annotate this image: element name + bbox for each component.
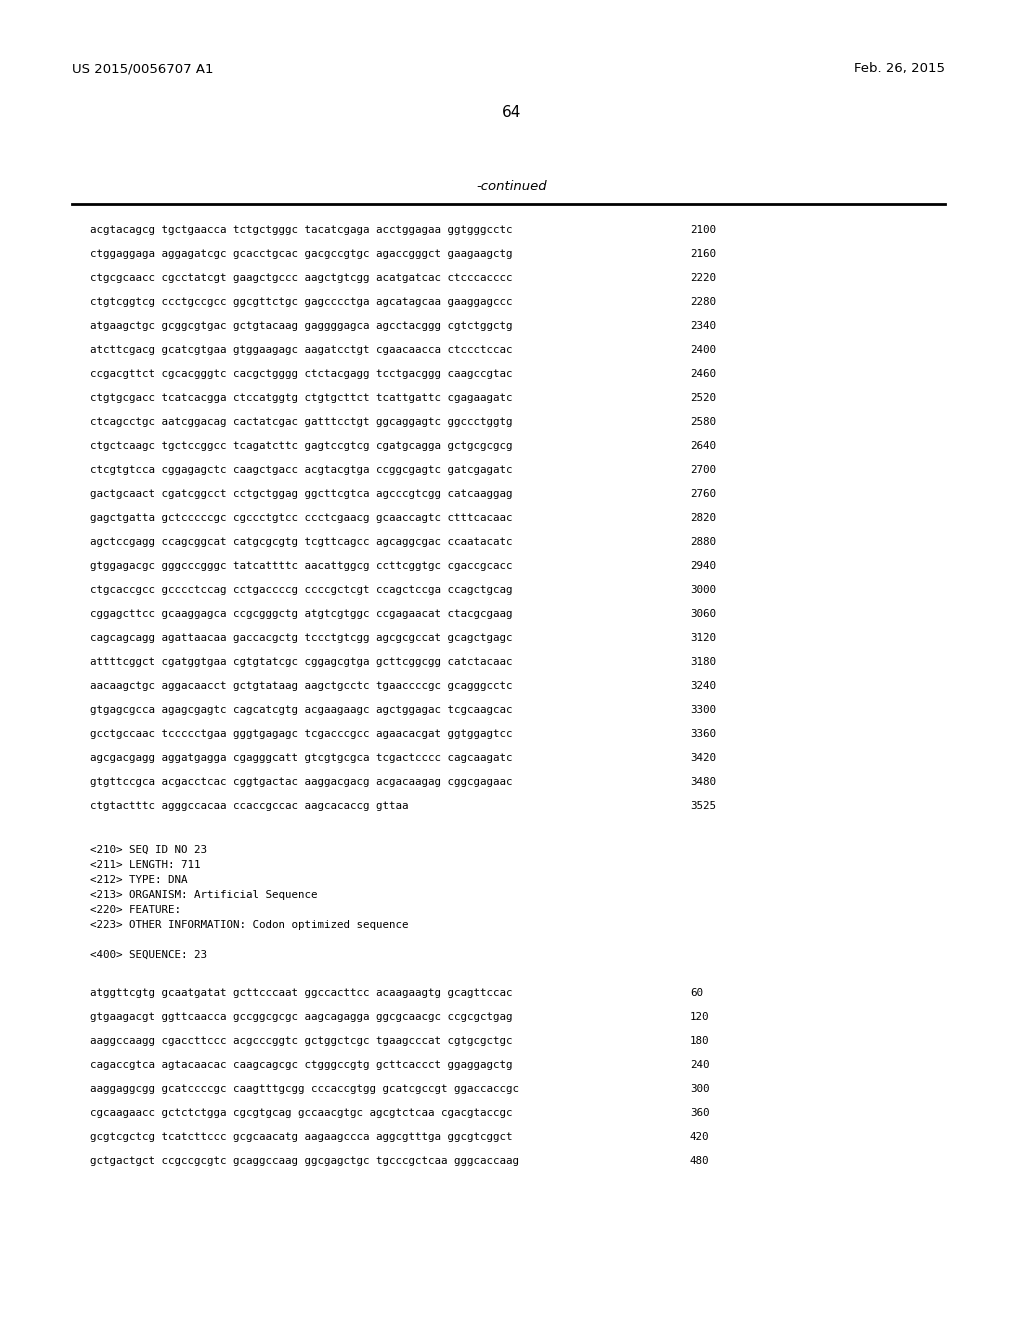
Text: 2460: 2460 <box>690 370 716 379</box>
Text: cagcagcagg agattaacaa gaccacgctg tccctgtcgg agcgcgccat gcagctgagc: cagcagcagg agattaacaa gaccacgctg tccctgt… <box>90 634 512 643</box>
Text: aaggaggcgg gcatccccgc caagtttgcgg cccaccgtgg gcatcgccgt ggaccaccgc: aaggaggcgg gcatccccgc caagtttgcgg cccacc… <box>90 1084 519 1094</box>
Text: 3000: 3000 <box>690 585 716 595</box>
Text: 3525: 3525 <box>690 801 716 810</box>
Text: 2100: 2100 <box>690 224 716 235</box>
Text: US 2015/0056707 A1: US 2015/0056707 A1 <box>72 62 213 75</box>
Text: 2700: 2700 <box>690 465 716 475</box>
Text: 2940: 2940 <box>690 561 716 572</box>
Text: ctgcaccgcc gcccctccag cctgaccccg ccccgctcgt ccagctccga ccagctgcag: ctgcaccgcc gcccctccag cctgaccccg ccccgct… <box>90 585 512 595</box>
Text: agcgacgagg aggatgagga cgagggcatt gtcgtgcgca tcgactcccc cagcaagatc: agcgacgagg aggatgagga cgagggcatt gtcgtgc… <box>90 752 512 763</box>
Text: gtggagacgc gggcccgggc tatcattttc aacattggcg ccttcggtgc cgaccgcacc: gtggagacgc gggcccgggc tatcattttc aacattg… <box>90 561 512 572</box>
Text: ctgtcggtcg ccctgccgcc ggcgttctgc gagcccctga agcatagcaa gaaggagccc: ctgtcggtcg ccctgccgcc ggcgttctgc gagcccc… <box>90 297 512 308</box>
Text: 3180: 3180 <box>690 657 716 667</box>
Text: cagaccgtca agtacaacac caagcagcgc ctgggccgtg gcttcaccct ggaggagctg: cagaccgtca agtacaacac caagcagcgc ctgggcc… <box>90 1060 512 1071</box>
Text: <212> TYPE: DNA: <212> TYPE: DNA <box>90 875 187 884</box>
Text: 3240: 3240 <box>690 681 716 690</box>
Text: 3300: 3300 <box>690 705 716 715</box>
Text: 420: 420 <box>690 1133 710 1142</box>
Text: aaggccaagg cgaccttccc acgcccggtc gctggctcgc tgaagcccat cgtgcgctgc: aaggccaagg cgaccttccc acgcccggtc gctggct… <box>90 1036 512 1045</box>
Text: 240: 240 <box>690 1060 710 1071</box>
Text: 480: 480 <box>690 1156 710 1166</box>
Text: gtgttccgca acgacctcac cggtgactac aaggacgacg acgacaagag cggcgagaac: gtgttccgca acgacctcac cggtgactac aaggacg… <box>90 777 512 787</box>
Text: cgcaagaacc gctctctgga cgcgtgcag gccaacgtgc agcgtctcaa cgacgtaccgc: cgcaagaacc gctctctgga cgcgtgcag gccaacgt… <box>90 1107 512 1118</box>
Text: 2340: 2340 <box>690 321 716 331</box>
Text: ctgctcaagc tgctccggcc tcagatcttc gagtccgtcg cgatgcagga gctgcgcgcg: ctgctcaagc tgctccggcc tcagatcttc gagtccg… <box>90 441 512 451</box>
Text: 3480: 3480 <box>690 777 716 787</box>
Text: Feb. 26, 2015: Feb. 26, 2015 <box>854 62 945 75</box>
Text: 2280: 2280 <box>690 297 716 308</box>
Text: 60: 60 <box>690 987 703 998</box>
Text: gcctgccaac tccccctgaa gggtgagagc tcgacccgcc agaacacgat ggtggagtcc: gcctgccaac tccccctgaa gggtgagagc tcgaccc… <box>90 729 512 739</box>
Text: <213> ORGANISM: Artificial Sequence: <213> ORGANISM: Artificial Sequence <box>90 890 317 900</box>
Text: ctgtactttc agggccacaa ccaccgccac aagcacaccg gttaa: ctgtactttc agggccacaa ccaccgccac aagcaca… <box>90 801 409 810</box>
Text: 180: 180 <box>690 1036 710 1045</box>
Text: cggagcttcc gcaaggagca ccgcgggctg atgtcgtggc ccgagaacat ctacgcgaag: cggagcttcc gcaaggagca ccgcgggctg atgtcgt… <box>90 609 512 619</box>
Text: agctccgagg ccagcggcat catgcgcgtg tcgttcagcc agcaggcgac ccaatacatc: agctccgagg ccagcggcat catgcgcgtg tcgttca… <box>90 537 512 546</box>
Text: ctcgtgtcca cggagagctc caagctgacc acgtacgtga ccggcgagtc gatcgagatc: ctcgtgtcca cggagagctc caagctgacc acgtacg… <box>90 465 512 475</box>
Text: 64: 64 <box>503 106 521 120</box>
Text: ctcagcctgc aatcggacag cactatcgac gatttcctgt ggcaggagtc ggccctggtg: ctcagcctgc aatcggacag cactatcgac gatttcc… <box>90 417 512 426</box>
Text: 120: 120 <box>690 1012 710 1022</box>
Text: 3060: 3060 <box>690 609 716 619</box>
Text: 2220: 2220 <box>690 273 716 282</box>
Text: gagctgatta gctcccccgc cgccctgtcc ccctcgaacg gcaaccagtc ctttcacaac: gagctgatta gctcccccgc cgccctgtcc ccctcga… <box>90 513 512 523</box>
Text: <220> FEATURE:: <220> FEATURE: <box>90 906 181 915</box>
Text: 2880: 2880 <box>690 537 716 546</box>
Text: <400> SEQUENCE: 23: <400> SEQUENCE: 23 <box>90 950 207 960</box>
Text: gtgaagacgt ggttcaacca gccggcgcgc aagcagagga ggcgcaacgc ccgcgctgag: gtgaagacgt ggttcaacca gccggcgcgc aagcaga… <box>90 1012 512 1022</box>
Text: ctgcgcaacc cgcctatcgt gaagctgccc aagctgtcgg acatgatcac ctcccacccc: ctgcgcaacc cgcctatcgt gaagctgccc aagctgt… <box>90 273 512 282</box>
Text: -continued: -continued <box>477 180 547 193</box>
Text: 2580: 2580 <box>690 417 716 426</box>
Text: ctggaggaga aggagatcgc gcacctgcac gacgccgtgc agaccgggct gaagaagctg: ctggaggaga aggagatcgc gcacctgcac gacgccg… <box>90 249 512 259</box>
Text: attttcggct cgatggtgaa cgtgtatcgc cggagcgtga gcttcggcgg catctacaac: attttcggct cgatggtgaa cgtgtatcgc cggagcg… <box>90 657 512 667</box>
Text: 2640: 2640 <box>690 441 716 451</box>
Text: gtgagcgcca agagcgagtc cagcatcgtg acgaagaagc agctggagac tcgcaagcac: gtgagcgcca agagcgagtc cagcatcgtg acgaaga… <box>90 705 512 715</box>
Text: 3120: 3120 <box>690 634 716 643</box>
Text: atgaagctgc gcggcgtgac gctgtacaag gaggggagca agcctacggg cgtctggctg: atgaagctgc gcggcgtgac gctgtacaag gagggga… <box>90 321 512 331</box>
Text: atggttcgtg gcaatgatat gcttcccaat ggccacttcc acaagaagtg gcagttccac: atggttcgtg gcaatgatat gcttcccaat ggccact… <box>90 987 512 998</box>
Text: ccgacgttct cgcacgggtc cacgctgggg ctctacgagg tcctgacggg caagccgtac: ccgacgttct cgcacgggtc cacgctgggg ctctacg… <box>90 370 512 379</box>
Text: 2400: 2400 <box>690 345 716 355</box>
Text: gcgtcgctcg tcatcttccc gcgcaacatg aagaagccca aggcgtttga ggcgtcggct: gcgtcgctcg tcatcttccc gcgcaacatg aagaagc… <box>90 1133 512 1142</box>
Text: <223> OTHER INFORMATION: Codon optimized sequence: <223> OTHER INFORMATION: Codon optimized… <box>90 920 409 931</box>
Text: aacaagctgc aggacaacct gctgtataag aagctgcctc tgaaccccgc gcagggcctc: aacaagctgc aggacaacct gctgtataag aagctgc… <box>90 681 512 690</box>
Text: 3420: 3420 <box>690 752 716 763</box>
Text: atcttcgacg gcatcgtgaa gtggaagagc aagatcctgt cgaacaacca ctccctccac: atcttcgacg gcatcgtgaa gtggaagagc aagatcc… <box>90 345 512 355</box>
Text: gctgactgct ccgccgcgtc gcaggccaag ggcgagctgc tgcccgctcaa gggcaccaag: gctgactgct ccgccgcgtc gcaggccaag ggcgagc… <box>90 1156 519 1166</box>
Text: 2760: 2760 <box>690 488 716 499</box>
Text: 3360: 3360 <box>690 729 716 739</box>
Text: acgtacagcg tgctgaacca tctgctgggc tacatcgaga acctggagaa ggtgggcctc: acgtacagcg tgctgaacca tctgctgggc tacatcg… <box>90 224 512 235</box>
Text: <210> SEQ ID NO 23: <210> SEQ ID NO 23 <box>90 845 207 855</box>
Text: ctgtgcgacc tcatcacgga ctccatggtg ctgtgcttct tcattgattc cgagaagatc: ctgtgcgacc tcatcacgga ctccatggtg ctgtgct… <box>90 393 512 403</box>
Text: 2160: 2160 <box>690 249 716 259</box>
Text: 360: 360 <box>690 1107 710 1118</box>
Text: 300: 300 <box>690 1084 710 1094</box>
Text: 2820: 2820 <box>690 513 716 523</box>
Text: <211> LENGTH: 711: <211> LENGTH: 711 <box>90 861 201 870</box>
Text: gactgcaact cgatcggcct cctgctggag ggcttcgtca agcccgtcgg catcaaggag: gactgcaact cgatcggcct cctgctggag ggcttcg… <box>90 488 512 499</box>
Text: 2520: 2520 <box>690 393 716 403</box>
